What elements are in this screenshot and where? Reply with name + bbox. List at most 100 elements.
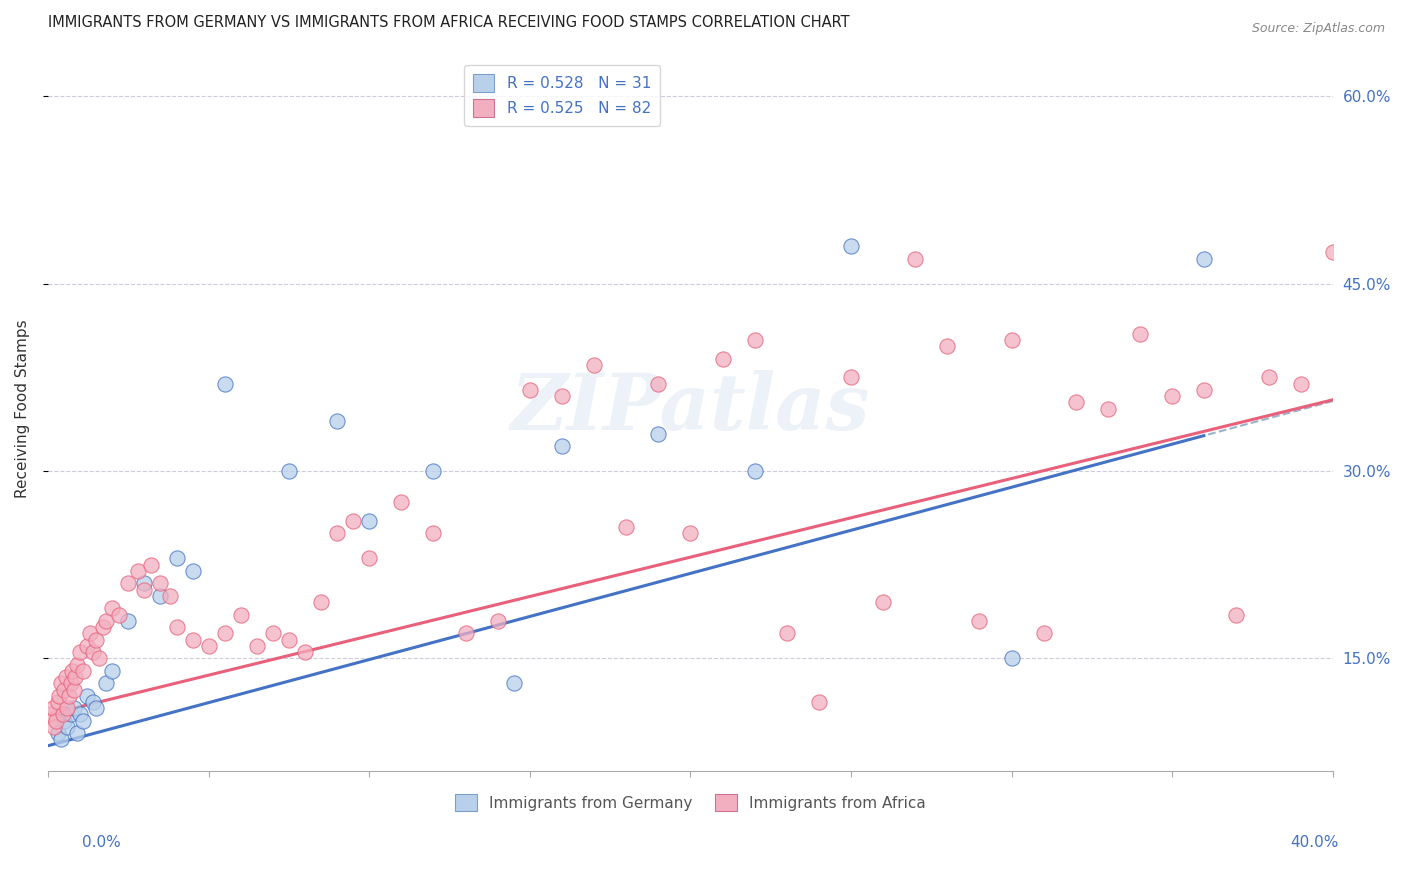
- Point: [1225, 607, 1247, 622]
- Point: [56, 701, 79, 715]
- Legend: Immigrants from Germany, Immigrants from Africa: Immigrants from Germany, Immigrants from…: [449, 788, 932, 817]
- Point: [69, 645, 91, 659]
- Point: [84, 632, 107, 647]
- Point: [82, 695, 104, 709]
- Point: [502, 676, 524, 690]
- Point: [60, 664, 83, 678]
- Point: [66, 726, 89, 740]
- Point: [1032, 626, 1054, 640]
- Point: [53, 714, 76, 728]
- Point: [389, 495, 412, 509]
- Point: [42, 701, 65, 715]
- Point: [422, 464, 444, 478]
- Point: [134, 582, 156, 597]
- Point: [134, 576, 156, 591]
- Point: [1129, 326, 1152, 341]
- Point: [744, 333, 766, 347]
- Point: [294, 645, 316, 659]
- Text: 0.0%: 0.0%: [82, 836, 121, 850]
- Point: [1000, 651, 1022, 665]
- Point: [107, 607, 129, 622]
- Point: [46, 726, 69, 740]
- Point: [969, 614, 991, 628]
- Point: [214, 376, 236, 391]
- Point: [101, 664, 124, 678]
- Point: [69, 707, 91, 722]
- Point: [94, 676, 117, 690]
- Point: [1000, 333, 1022, 347]
- Point: [89, 651, 111, 665]
- Point: [139, 558, 162, 572]
- Point: [181, 564, 204, 578]
- Point: [49, 676, 72, 690]
- Point: [1354, 626, 1376, 640]
- Point: [72, 664, 94, 678]
- Point: [583, 358, 606, 372]
- Text: IMMIGRANTS FROM GERMANY VS IMMIGRANTS FROM AFRICA RECEIVING FOOD STAMPS CORRELAT: IMMIGRANTS FROM GERMANY VS IMMIGRANTS FR…: [48, 15, 849, 30]
- Point: [76, 639, 98, 653]
- Point: [91, 620, 114, 634]
- Point: [166, 620, 188, 634]
- Point: [1194, 252, 1216, 266]
- Point: [422, 526, 444, 541]
- Point: [46, 695, 69, 709]
- Point: [56, 720, 79, 734]
- Point: [342, 514, 364, 528]
- Point: [486, 614, 509, 628]
- Point: [59, 707, 82, 722]
- Point: [159, 589, 181, 603]
- Point: [1194, 383, 1216, 397]
- Text: 40.0%: 40.0%: [1291, 836, 1339, 850]
- Point: [359, 551, 381, 566]
- Point: [744, 464, 766, 478]
- Point: [214, 626, 236, 640]
- Point: [326, 414, 349, 428]
- Point: [127, 564, 149, 578]
- Point: [62, 701, 84, 715]
- Point: [229, 607, 252, 622]
- Point: [82, 645, 104, 659]
- Point: [1097, 401, 1119, 416]
- Point: [49, 732, 72, 747]
- Point: [839, 239, 862, 253]
- Point: [1322, 245, 1344, 260]
- Point: [776, 626, 799, 640]
- Point: [65, 670, 87, 684]
- Point: [551, 389, 574, 403]
- Point: [58, 689, 80, 703]
- Point: [309, 595, 332, 609]
- Point: [1161, 389, 1184, 403]
- Point: [45, 714, 67, 728]
- Point: [48, 689, 70, 703]
- Point: [181, 632, 204, 647]
- Point: [59, 676, 82, 690]
- Point: [551, 439, 574, 453]
- Point: [1289, 376, 1312, 391]
- Point: [62, 682, 84, 697]
- Point: [262, 626, 284, 640]
- Point: [679, 526, 702, 541]
- Y-axis label: Receiving Food Stamps: Receiving Food Stamps: [15, 319, 30, 498]
- Point: [117, 614, 139, 628]
- Point: [246, 639, 269, 653]
- Point: [1386, 351, 1406, 366]
- Text: ZIPatlas: ZIPatlas: [510, 370, 870, 447]
- Point: [326, 526, 349, 541]
- Point: [66, 657, 89, 672]
- Point: [149, 576, 172, 591]
- Point: [711, 351, 734, 366]
- Point: [454, 626, 477, 640]
- Point: [278, 464, 301, 478]
- Point: [1257, 370, 1279, 384]
- Point: [519, 383, 541, 397]
- Point: [647, 376, 669, 391]
- Point: [51, 707, 73, 722]
- Point: [117, 576, 139, 591]
- Point: [39, 707, 62, 722]
- Point: [72, 714, 94, 728]
- Point: [278, 632, 301, 647]
- Point: [101, 601, 124, 615]
- Point: [94, 614, 117, 628]
- Point: [197, 639, 219, 653]
- Point: [359, 514, 381, 528]
